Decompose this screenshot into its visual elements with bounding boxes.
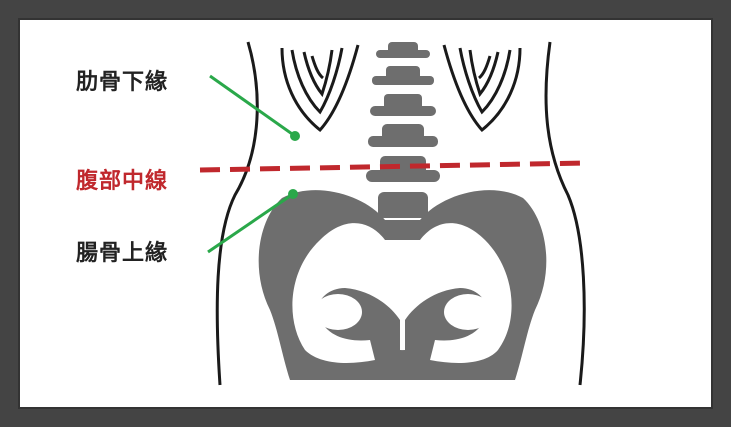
- right-rib-cage: [442, 44, 522, 133]
- anatomy-diagram: [199, 41, 586, 386]
- spine: [366, 42, 440, 218]
- pelvis: [258, 190, 547, 380]
- rib-lower-margin-label: 肋骨下緣: [76, 70, 169, 95]
- pelvic-openings: [314, 294, 492, 330]
- abdomen-midline: [199, 160, 586, 173]
- rib-pointer-line: [209, 74, 296, 138]
- body-outline-right: [544, 41, 586, 386]
- abdomen-midline-label: 腹部中線: [76, 169, 169, 194]
- iliac-pointer-dot: [288, 189, 298, 199]
- rib-pointer-dot: [290, 131, 300, 141]
- diagram-panel: 肋骨下緣 腹部中線 腸骨上緣: [18, 18, 713, 409]
- iliac-pointer-line: [207, 192, 294, 254]
- body-outline-left: [215, 41, 259, 386]
- left-rib-cage: [280, 44, 360, 133]
- iliac-crest-label: 腸骨上緣: [76, 241, 169, 266]
